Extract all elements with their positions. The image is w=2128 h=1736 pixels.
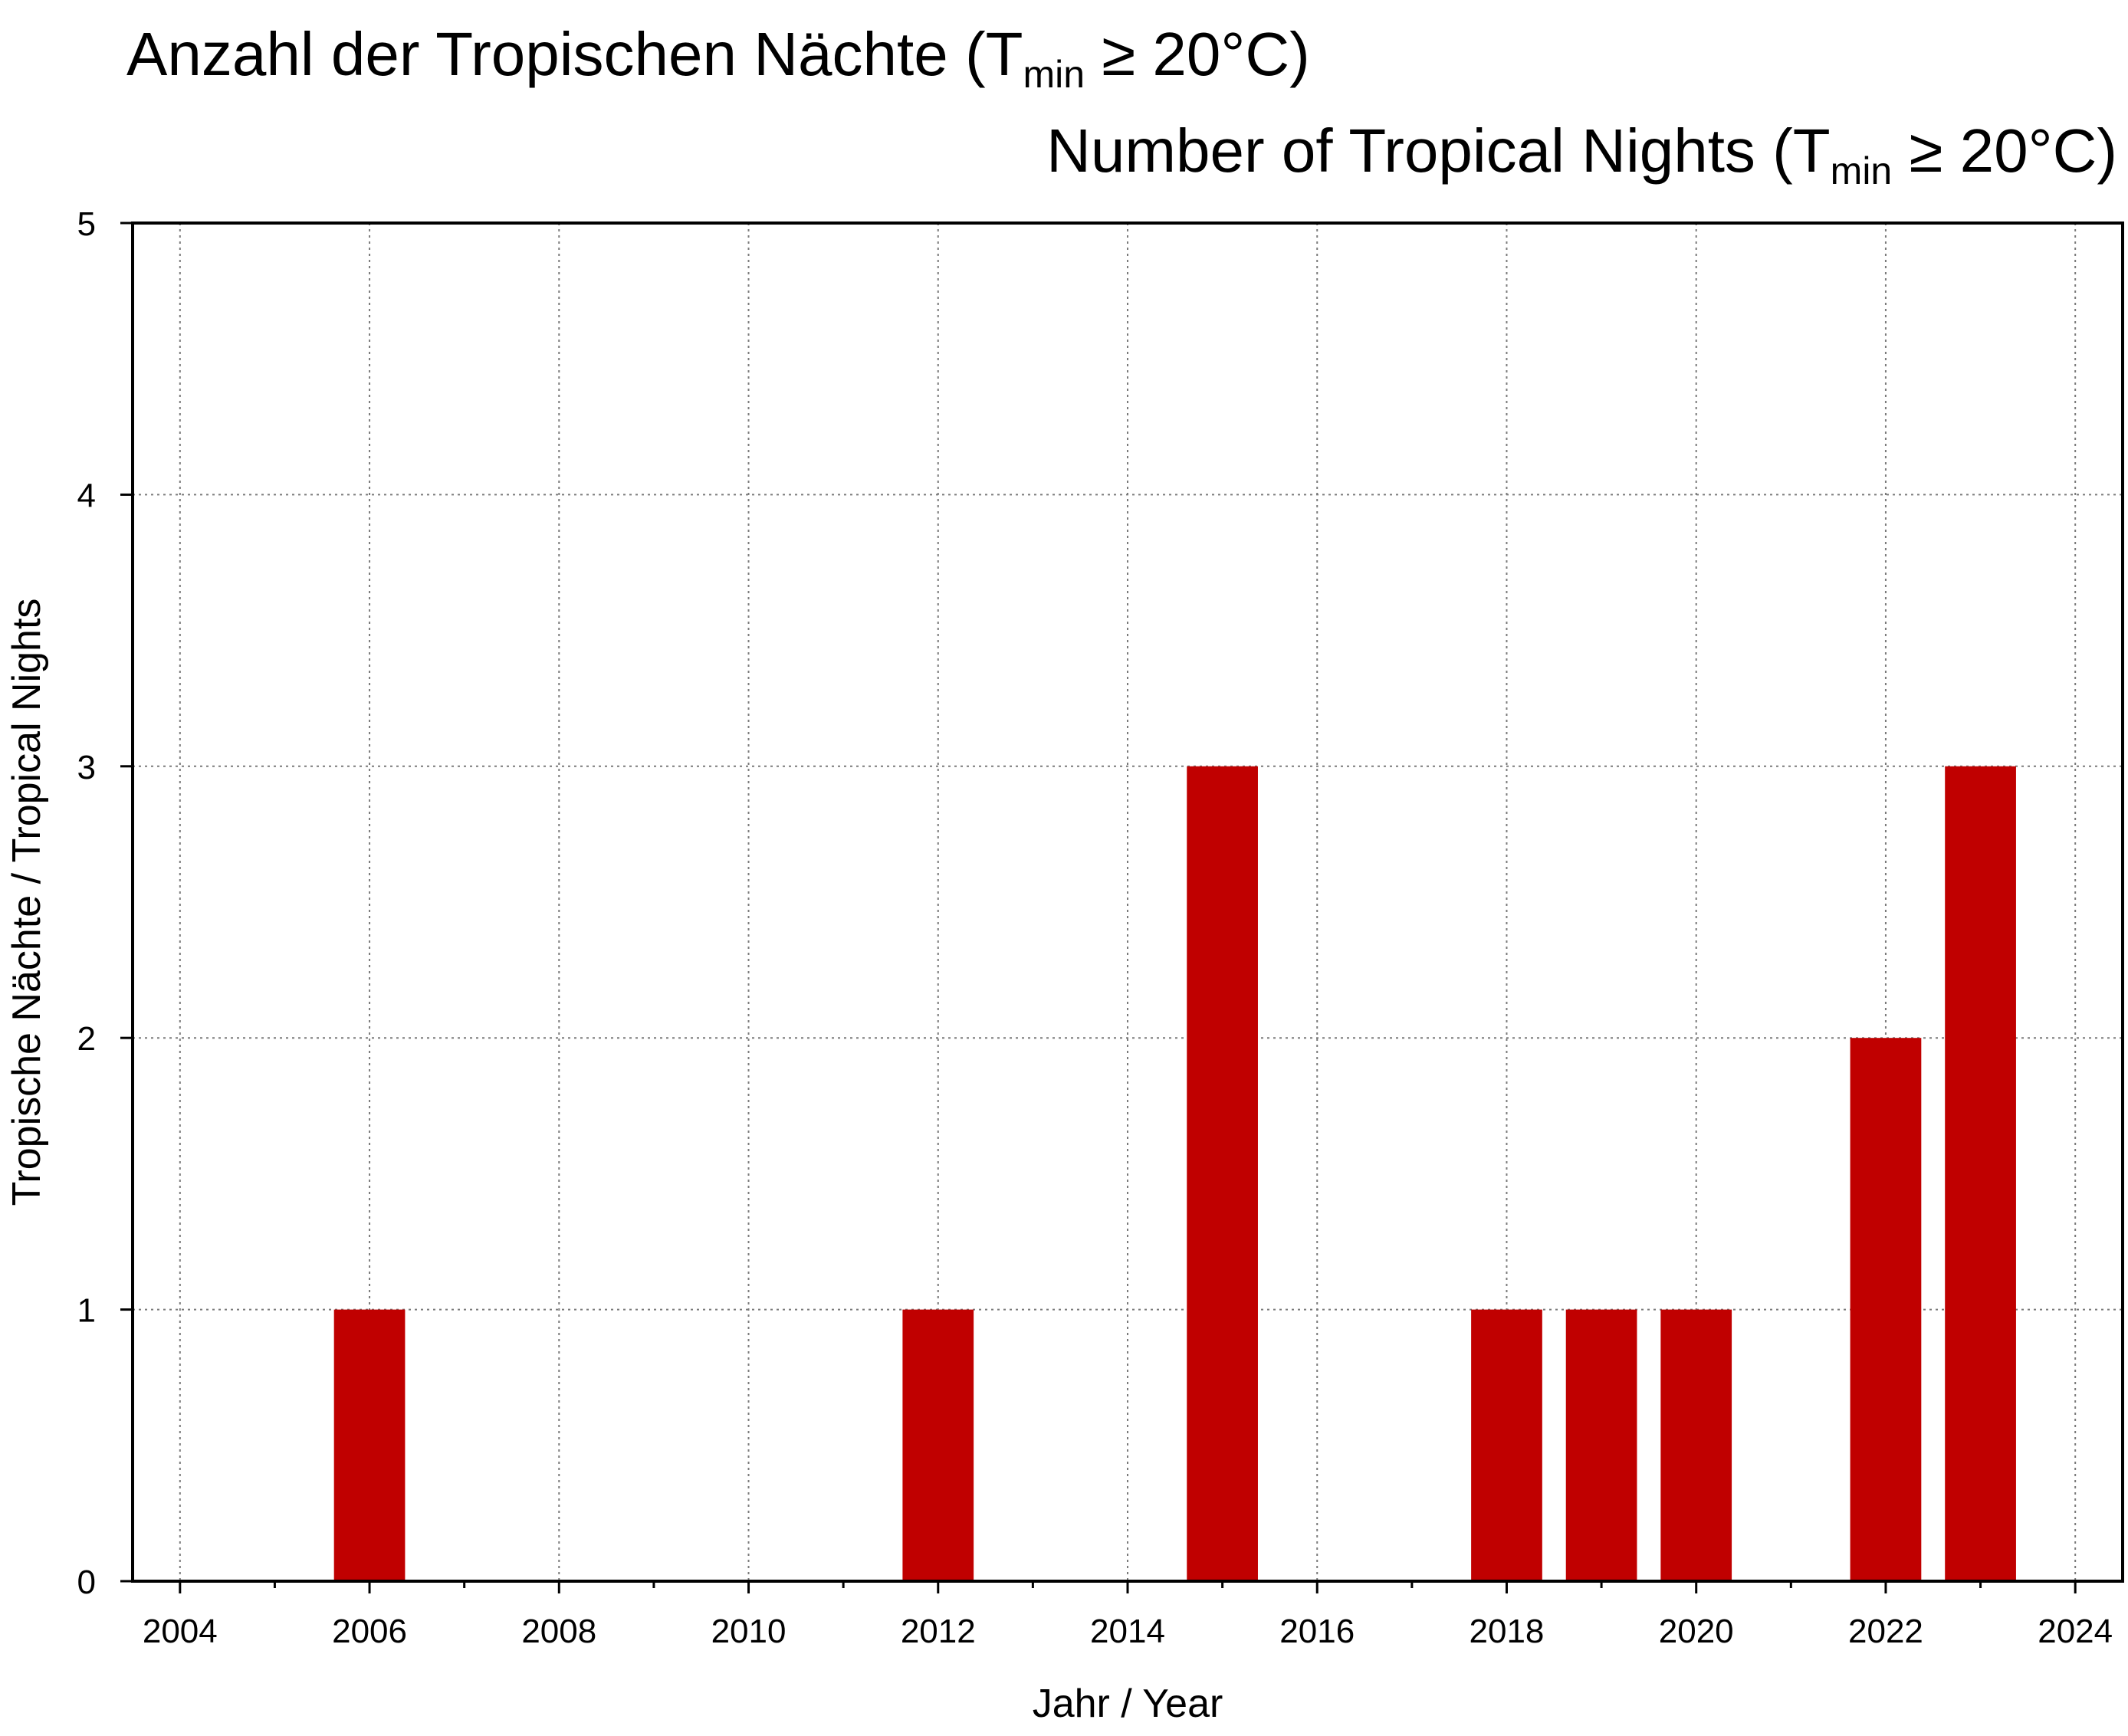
bar-2022 (1850, 1038, 1922, 1581)
chart-title-en: Number of Tropical Nights (Tmin ≥ 20°C) (1046, 116, 2117, 192)
axis-ticks: 2004 2006 2008 2010 2012 2014 2016 2018 2020 2022… (77, 205, 2113, 1650)
chart-title-en-prefix: Number of Tropical Nights (T (1046, 116, 1831, 185)
x-tick-label: 2020 (1659, 1613, 1734, 1650)
y-tick-label: 1 (77, 1292, 96, 1330)
bars (333, 766, 2016, 1581)
bar-2020 (1660, 1309, 1732, 1581)
x-tick-label: 2006 (332, 1613, 407, 1650)
x-tick-label: 2022 (1848, 1613, 1923, 1650)
y-tick-label: 4 (77, 477, 96, 514)
y-tick-label: 3 (77, 749, 96, 786)
chart-title-en-subscript: min (1831, 149, 1893, 192)
x-tick-label: 2008 (521, 1613, 596, 1650)
chart-title-de-prefix: Anzahl der Tropischen Nächte (T (126, 20, 1023, 88)
chart-title-de: Anzahl der Tropischen Nächte (Tmin ≥ 20°… (126, 20, 1310, 96)
x-tick-label: 2010 (711, 1613, 787, 1650)
bar-2015 (1187, 766, 1258, 1581)
bar-2018 (1471, 1309, 1542, 1581)
chart-title-en-suffix: ≥ 20°C) (1892, 116, 2117, 185)
y-tick-label: 5 (77, 205, 96, 243)
bar-2023 (1945, 766, 2016, 1581)
x-tick-label: 2004 (143, 1613, 218, 1650)
x-tick-label: 2012 (901, 1613, 976, 1650)
y-axis-label: Tropische Nächte / Tropical Nights (5, 599, 49, 1206)
x-tick-label: 2014 (1090, 1613, 1165, 1650)
y-tick-label: 2 (77, 1020, 96, 1058)
y-tick-label: 0 (77, 1564, 96, 1601)
chart-title-de-subscript: min (1023, 53, 1085, 96)
bar-2019 (1565, 1309, 1637, 1581)
x-tick-label: 2024 (2038, 1613, 2113, 1650)
bar-2012 (902, 1309, 974, 1581)
x-axis-label: Jahr / Year (1033, 1682, 1223, 1726)
x-tick-label: 2018 (1470, 1613, 1545, 1650)
x-tick-label: 2016 (1279, 1613, 1355, 1650)
chart-title-de-suffix: ≥ 20°C) (1085, 20, 1310, 88)
bar-2006 (333, 1309, 406, 1581)
grid-lines (133, 222, 2123, 1582)
